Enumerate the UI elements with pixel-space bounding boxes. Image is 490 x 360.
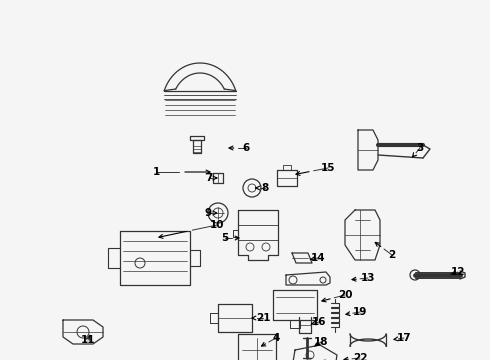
Text: 8: 8: [261, 183, 269, 193]
Text: 15: 15: [321, 163, 335, 173]
Text: 4: 4: [272, 333, 280, 343]
Text: 20: 20: [338, 290, 352, 300]
Text: 14: 14: [311, 253, 325, 263]
Text: 2: 2: [389, 250, 395, 260]
Text: 11: 11: [81, 335, 95, 345]
Text: 18: 18: [314, 337, 328, 347]
Text: 1: 1: [152, 167, 160, 177]
Text: 22: 22: [353, 353, 367, 360]
Text: 3: 3: [416, 143, 424, 153]
Text: 13: 13: [361, 273, 375, 283]
Text: 7: 7: [205, 173, 213, 183]
Text: 10: 10: [210, 220, 224, 230]
Text: 17: 17: [397, 333, 411, 343]
Text: 5: 5: [221, 233, 229, 243]
Text: 19: 19: [353, 307, 367, 317]
Text: 16: 16: [312, 317, 326, 327]
Text: 12: 12: [451, 267, 465, 277]
Text: 21: 21: [256, 313, 270, 323]
Text: 6: 6: [243, 143, 249, 153]
Text: 9: 9: [204, 208, 212, 218]
